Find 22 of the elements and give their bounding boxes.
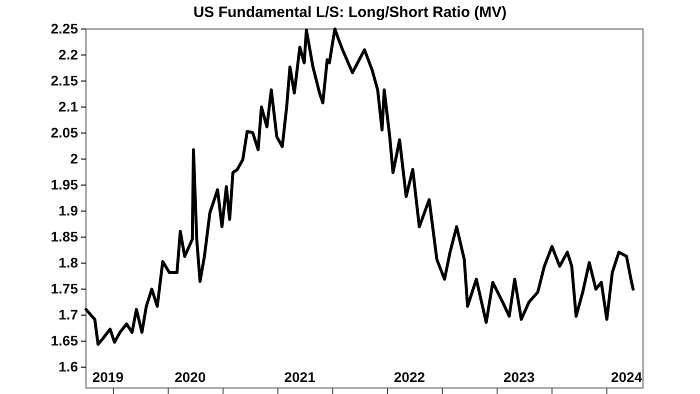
line-series (84, 28, 635, 346)
y-tick-label: 1.8 (58, 254, 78, 271)
y-tick-label: 2.05 (50, 124, 78, 141)
x-tick-label: 2024 (610, 369, 642, 385)
y-tick-label: 2.2 (58, 46, 78, 62)
y-tick-label: 1.7 (58, 306, 78, 323)
y-tick-label: 1.75 (50, 280, 78, 297)
y-tick-label: 1.95 (50, 176, 78, 193)
x-tick-label: 2023 (504, 369, 535, 385)
x-tick-label: 2019 (92, 369, 124, 385)
chart-title: US Fundamental L/S: Long/Short Ratio (MV) (193, 4, 507, 21)
y-tick-label: 1.6 (58, 358, 78, 375)
y-tick-label: 1.9 (58, 202, 78, 219)
x-tick-label: 2020 (174, 369, 206, 385)
x-tick-label: 2022 (394, 369, 426, 385)
y-tick-label: 2.1 (58, 98, 78, 115)
y-tick-label: 1.85 (50, 228, 78, 245)
y-tick-label: 2.25 (50, 20, 78, 36)
y-tick-label: 1.65 (50, 332, 78, 349)
y-tick-label: 2 (70, 150, 78, 167)
y-tick-label: 2.15 (50, 72, 78, 89)
x-tick-label: 2021 (284, 369, 316, 385)
